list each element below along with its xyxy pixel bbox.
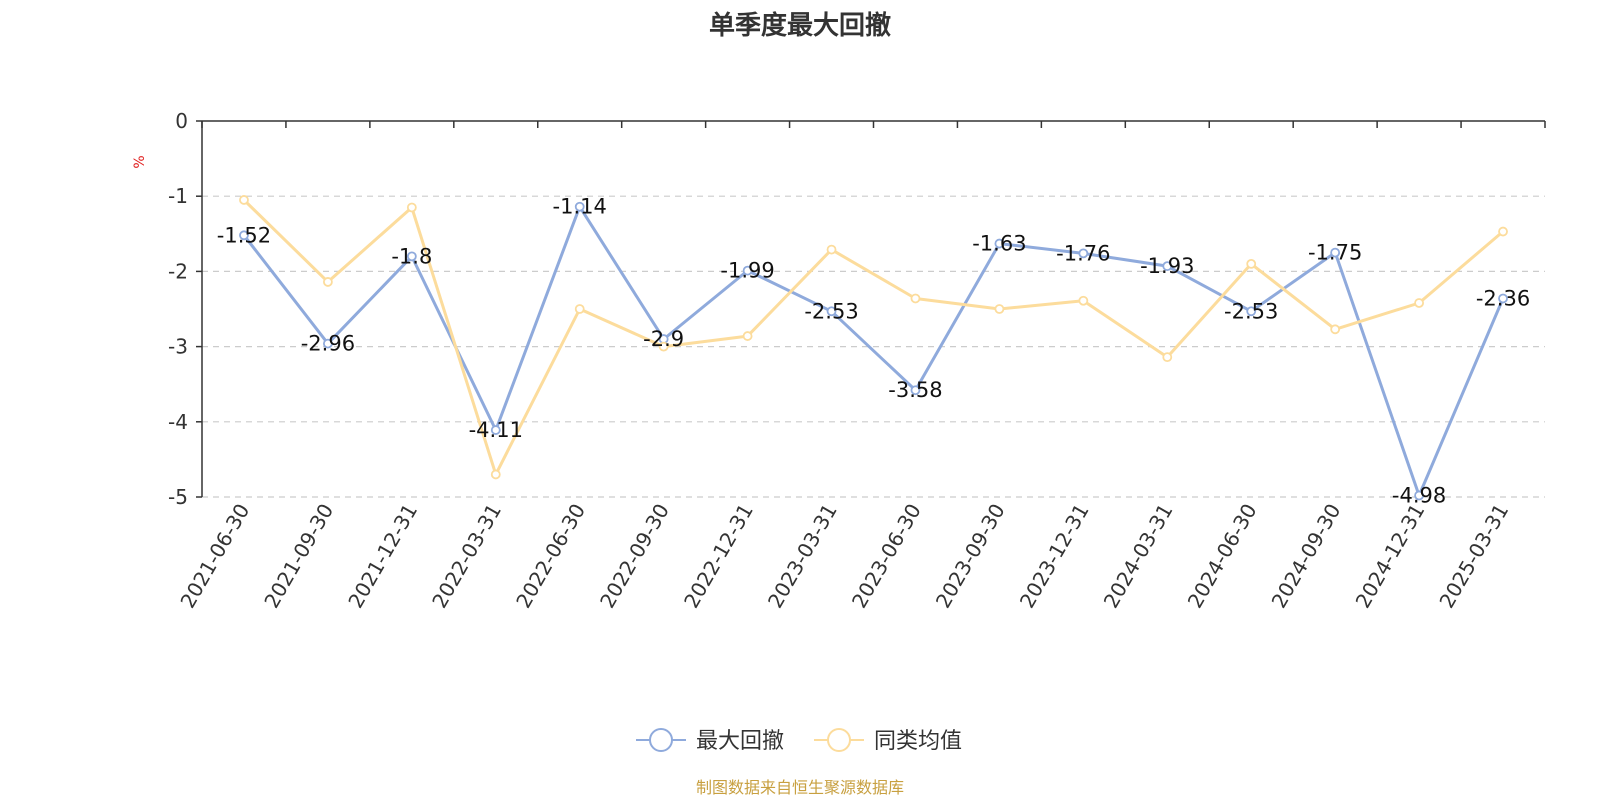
series-line-1 <box>242 198 1504 476</box>
y-tick-label: 0 <box>175 109 188 133</box>
data-point <box>1078 248 1089 259</box>
data-label: -1.99 <box>720 259 774 283</box>
data-point <box>994 304 1005 314</box>
x-tick-label: 2021-09-30 <box>259 500 338 613</box>
data-point <box>574 201 585 212</box>
y-axis-unit: % <box>132 155 148 168</box>
legend-label-0: 最大回撤 <box>696 729 784 754</box>
x-tick-label: 2022-03-31 <box>427 500 506 613</box>
data-point <box>1330 324 1341 335</box>
data-point <box>1162 261 1173 272</box>
x-tick-label: 2022-12-31 <box>679 500 758 613</box>
y-tick-label: -3 <box>168 335 188 359</box>
x-tick-label: 2024-09-30 <box>1267 500 1346 613</box>
data-point <box>910 293 921 304</box>
data-point <box>1246 306 1257 317</box>
y-tick-label: -5 <box>168 485 188 509</box>
data-point <box>574 304 585 314</box>
legend-marker-1 <box>827 728 851 752</box>
x-tick-label: 2024-03-31 <box>1099 500 1178 613</box>
x-tick-label: 2021-12-31 <box>343 500 422 613</box>
x-tick-label: 2023-09-30 <box>931 500 1010 613</box>
data-point <box>1498 226 1508 237</box>
data-point <box>1498 293 1508 304</box>
y-tick-labels: 0 -1 -2 -3 -4 -5 <box>168 109 188 509</box>
data-point <box>742 331 753 341</box>
x-tick-label: 2022-06-30 <box>511 500 590 613</box>
legend-marker-0 <box>649 728 673 752</box>
x-tick-label: 2022-09-30 <box>595 500 674 613</box>
data-label: -1.8 <box>391 244 432 268</box>
x-tick-label: 2021-06-30 <box>175 500 254 613</box>
data-point <box>490 425 501 435</box>
legend-label-1: 同类均值 <box>874 729 962 754</box>
data-point <box>323 277 333 287</box>
data-point <box>1162 352 1173 363</box>
data-label: -1.93 <box>1140 254 1194 278</box>
data-point <box>1414 490 1424 501</box>
data-label: -2.9 <box>643 327 684 351</box>
x-tick-label: 2025-03-31 <box>1434 500 1513 613</box>
x-tick-label: 2023-03-31 <box>763 500 842 613</box>
data-point <box>1330 247 1341 258</box>
data-label: -2.36 <box>1476 286 1530 310</box>
data-label: -2.53 <box>804 299 858 323</box>
data-point <box>1414 298 1424 308</box>
data-labels: -1.52 -2.96 -1.8 -4.11 -1.14 -2.9 -1.99 -2.53 -3… <box>217 195 1530 508</box>
x-tick-label: 2023-06-30 <box>847 500 926 613</box>
y-tick-label: -4 <box>168 410 188 434</box>
data-point <box>323 338 333 349</box>
data-point <box>1078 295 1089 306</box>
y-tick-label: -1 <box>168 184 188 208</box>
x-tick-label: 2024-06-30 <box>1183 500 1262 613</box>
data-point <box>239 230 249 241</box>
data-label: -3.58 <box>888 378 942 402</box>
data-point <box>994 238 1005 249</box>
chart-title: 单季度最大回撤 <box>709 10 891 41</box>
legend[interactable]: 最大回撤 同类均值 <box>636 728 962 754</box>
data-point <box>658 341 669 352</box>
data-point <box>406 251 417 262</box>
data-point <box>406 202 417 213</box>
data-point <box>826 306 837 317</box>
data-label: -1.76 <box>1056 241 1110 265</box>
data-label: -2.96 <box>301 332 355 356</box>
data-point <box>742 265 753 276</box>
data-label: -4.11 <box>469 418 523 442</box>
data-label: -2.53 <box>1224 299 1278 323</box>
axes <box>196 120 1546 498</box>
data-point <box>1246 258 1257 269</box>
data-point <box>490 469 501 480</box>
series-group <box>239 195 1508 501</box>
x-tick-label: 2024-12-31 <box>1351 500 1430 613</box>
data-label: -1.63 <box>972 232 1026 256</box>
data-point <box>826 244 837 255</box>
data-label: -1.75 <box>1308 241 1362 265</box>
y-tick-label: -2 <box>168 259 188 283</box>
data-point <box>239 195 249 205</box>
data-label: -1.52 <box>217 223 271 247</box>
data-point <box>910 385 921 396</box>
data-source-note: 制图数据来自恒生聚源数据库 <box>696 778 904 797</box>
x-tick-labels: 2021-06-30 2021-09-30 2021-12-31 2022-03-31… <box>175 500 1513 613</box>
x-tick-label: 2023-12-31 <box>1015 500 1094 613</box>
data-label: -1.14 <box>553 195 607 219</box>
data-label: -4.98 <box>1392 483 1446 507</box>
grid-lines <box>202 195 1545 498</box>
